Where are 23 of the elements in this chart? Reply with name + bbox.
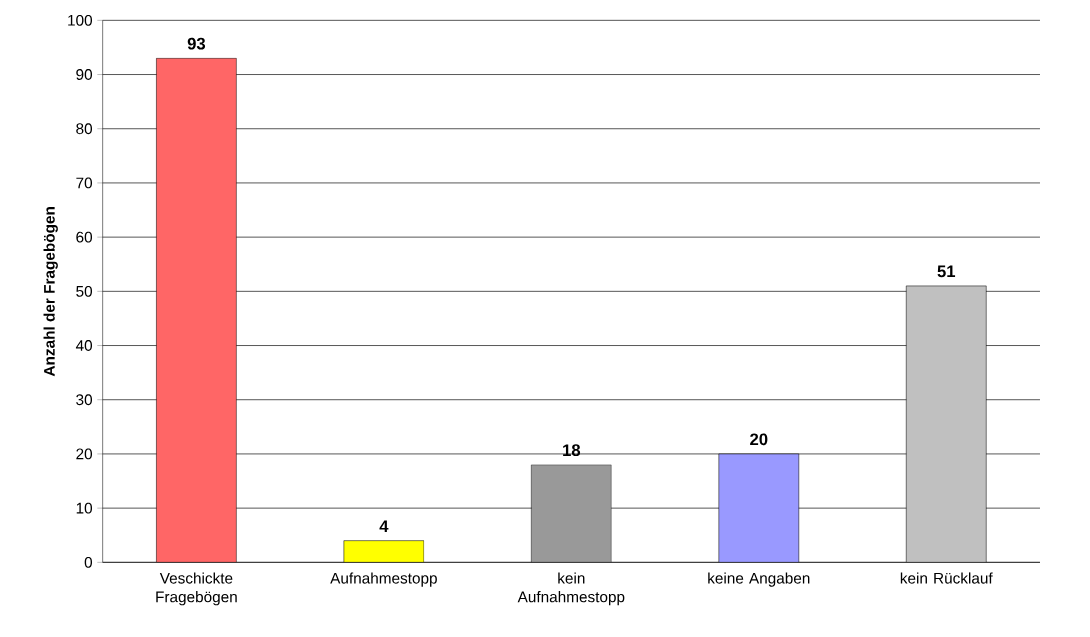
y-tick-label: 100 bbox=[68, 14, 93, 26]
x-tick-label: kein Rücklauf bbox=[900, 572, 993, 584]
y-tick-label: 70 bbox=[76, 177, 93, 189]
x-tick-label: Veschickte Fragebögen bbox=[156, 572, 237, 606]
y-tick-label: 80 bbox=[76, 123, 93, 135]
y-tick-label: 30 bbox=[76, 394, 93, 406]
data-label: 18 bbox=[563, 444, 581, 457]
data-label: 20 bbox=[750, 433, 768, 446]
data-label: 93 bbox=[187, 37, 206, 50]
y-tick-label: 10 bbox=[76, 502, 93, 514]
x-tick-label: keine Angaben bbox=[708, 572, 810, 587]
y-tick-label: 20 bbox=[76, 448, 93, 460]
bar bbox=[343, 540, 425, 563]
y-tick-label: 50 bbox=[76, 285, 93, 297]
x-tick-label: kein Aufnahmestopp bbox=[517, 572, 625, 606]
data-label: 4 bbox=[379, 520, 389, 532]
y-tick-label: 40 bbox=[75, 340, 93, 351]
data-label: 51 bbox=[937, 265, 956, 278]
y-tick-label: 90 bbox=[76, 69, 93, 80]
x-tick-label: Aufnahmestopp bbox=[330, 572, 437, 587]
y-tick-label: 0 bbox=[84, 556, 93, 568]
y-tick-label: 60 bbox=[76, 231, 93, 243]
y-axis-title: Anzahl der Fragebögen bbox=[43, 207, 58, 377]
